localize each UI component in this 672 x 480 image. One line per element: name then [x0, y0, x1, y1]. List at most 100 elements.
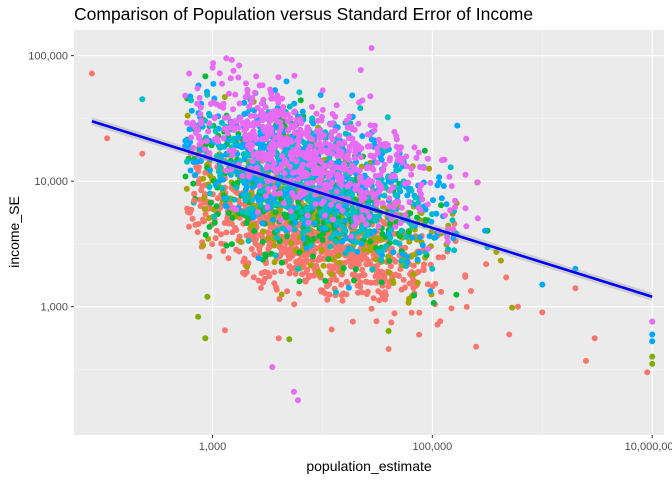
- scatter-point: [462, 205, 469, 212]
- scatter-point: [355, 261, 362, 268]
- scatter-point: [283, 159, 290, 166]
- scatter-point: [356, 99, 363, 106]
- scatter-point: [317, 92, 324, 98]
- scatter-point: [447, 207, 454, 214]
- scatter-point: [283, 237, 290, 244]
- scatter-point: [367, 122, 374, 129]
- scatter-point: [322, 139, 329, 146]
- scatter-point: [375, 248, 382, 255]
- scatter-point: [278, 247, 285, 254]
- scatter-point: [411, 144, 418, 151]
- scatter-point: [358, 240, 365, 247]
- scatter-point: [390, 280, 397, 286]
- scatter-point: [276, 128, 283, 134]
- scatter-point: [392, 199, 398, 206]
- scatter-point: [315, 128, 322, 135]
- scatter-point: [256, 246, 263, 253]
- scatter-point: [385, 328, 392, 334]
- scatter-point: [184, 158, 190, 165]
- scatter-point: [233, 246, 240, 253]
- scatter-point: [424, 281, 431, 288]
- scatter-point: [310, 235, 317, 242]
- scatter-point: [347, 256, 354, 263]
- scatter-point: [345, 211, 351, 218]
- scatter-point: [415, 149, 422, 156]
- x-tick-label: 10,000,000: [625, 441, 672, 453]
- x-axis: 1,000 100,000 10,000,000: [199, 435, 672, 453]
- scatter-point: [235, 124, 242, 131]
- scatter-point: [392, 271, 399, 278]
- scatter-point: [182, 92, 189, 99]
- scatter-point: [354, 248, 361, 255]
- scatter-point: [307, 262, 314, 269]
- scatter-point: [380, 219, 387, 226]
- scatter-point: [391, 128, 398, 135]
- scatter-point: [288, 149, 295, 156]
- scatter-point: [223, 229, 230, 236]
- scatter-point: [375, 179, 382, 186]
- scatter-point: [255, 255, 262, 262]
- scatter-point: [292, 219, 299, 226]
- scatter-point: [206, 120, 213, 127]
- scatter-point: [289, 169, 296, 176]
- scatter-point: [264, 178, 271, 185]
- scatter-point: [349, 163, 356, 170]
- scatter-point: [324, 218, 331, 225]
- scatter-point: [202, 73, 209, 80]
- scatter-point: [325, 256, 332, 263]
- scatter-point: [220, 248, 227, 254]
- scatter-point: [352, 186, 359, 193]
- scatter-point: [230, 147, 237, 154]
- scatter-point: [364, 288, 371, 295]
- scatter-point: [414, 256, 421, 263]
- scatter-point: [242, 132, 249, 139]
- scatter-point: [444, 239, 451, 245]
- scatter-point: [333, 188, 340, 195]
- scatter-point: [436, 174, 443, 181]
- scatter-point: [295, 176, 302, 183]
- scatter-point: [243, 232, 250, 239]
- scatter-point: [333, 102, 340, 109]
- scatter-point: [359, 207, 366, 214]
- scatter-point: [333, 289, 339, 296]
- scatter-point: [218, 119, 225, 126]
- scatter-point: [291, 130, 298, 136]
- scatter-point: [406, 238, 413, 245]
- scatter-point: [338, 281, 345, 288]
- scatter-point: [309, 103, 315, 110]
- scatter-point: [278, 153, 285, 159]
- scatter-point: [259, 150, 266, 156]
- scatter-point: [230, 106, 237, 113]
- scatter-point: [223, 167, 230, 174]
- scatter-point: [187, 167, 194, 174]
- scatter-point: [291, 100, 298, 107]
- scatter-point: [232, 91, 239, 98]
- scatter-point: [463, 303, 470, 310]
- scatter-point: [296, 290, 303, 297]
- scatter-point: [417, 182, 424, 189]
- scatter-point: [382, 289, 388, 296]
- scatter-point: [443, 201, 450, 208]
- scatter-point: [376, 297, 383, 304]
- scatter-point: [359, 133, 366, 140]
- scatter-point: [192, 129, 199, 136]
- scatter-point: [421, 147, 428, 154]
- scatter-point: [430, 300, 437, 306]
- scatter-point: [440, 183, 447, 189]
- scatter-point: [202, 231, 209, 238]
- scatter-point: [297, 116, 304, 123]
- scatter-point: [289, 190, 296, 196]
- scatter-point: [318, 167, 325, 174]
- scatter-point: [251, 89, 258, 96]
- scatter-point: [330, 265, 337, 272]
- scatter-point: [305, 219, 312, 226]
- scatter-point: [424, 201, 431, 208]
- scatter-point: [249, 197, 256, 203]
- scatter-point: [365, 131, 371, 138]
- scatter-point: [274, 227, 281, 234]
- scatter-point: [337, 231, 344, 238]
- scatter-point: [310, 272, 317, 279]
- scatter-point: [305, 162, 312, 168]
- scatter-point: [287, 240, 294, 247]
- scatter-point: [304, 196, 311, 202]
